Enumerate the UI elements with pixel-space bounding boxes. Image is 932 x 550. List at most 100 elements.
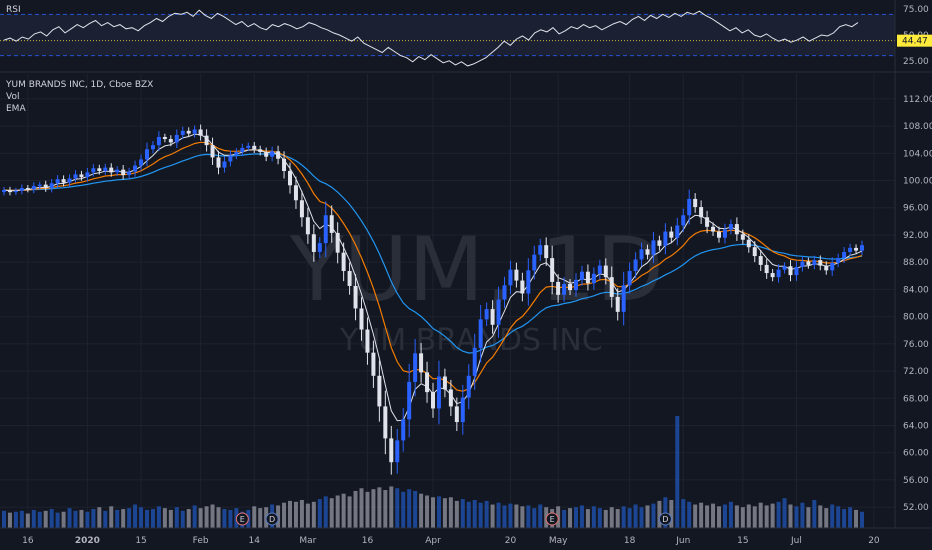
candle-body	[484, 309, 489, 320]
volume-bar	[579, 505, 584, 528]
price-tick-label: 68.00	[903, 394, 929, 404]
event-marker-earnings	[545, 512, 559, 526]
candle-body	[842, 251, 847, 259]
volume-bar	[228, 509, 233, 528]
vol-legend[interactable]: Vol	[6, 92, 19, 102]
rsi-band-fill	[0, 14, 895, 56]
candle-body	[365, 329, 370, 353]
candle-body	[508, 269, 513, 286]
candle-body	[293, 185, 298, 201]
volume-bar	[383, 490, 388, 528]
volume-bar	[377, 487, 382, 528]
candle-body	[31, 185, 36, 190]
volume-bar	[711, 503, 716, 528]
volume-bar	[305, 503, 310, 528]
candle-body	[43, 184, 48, 189]
volume-bar	[2, 510, 6, 528]
volume-bar	[25, 513, 30, 528]
volume-bar	[740, 507, 745, 528]
candle-body	[448, 389, 453, 407]
candle-body	[574, 279, 578, 291]
time-tick-label: 14	[249, 536, 261, 546]
candle-body	[472, 347, 477, 376]
volume-bar	[502, 505, 507, 528]
volume-bar	[574, 507, 578, 528]
volume-bar	[282, 502, 287, 528]
price-tick-label: 104.00	[903, 149, 932, 159]
candle-body	[67, 178, 72, 183]
volume-bar	[842, 509, 847, 528]
candle-body	[436, 376, 441, 409]
price-axis[interactable]: 112.00 108.00 104.00 100.00 96.00 92.00 88.00 8…	[903, 95, 932, 513]
candle-body	[127, 171, 132, 176]
volume-bar	[818, 505, 823, 528]
candle-body	[341, 252, 346, 272]
volume-bar	[705, 505, 710, 528]
volume-bar	[419, 493, 424, 528]
time-tick-label: Mar	[299, 536, 316, 546]
volume-bar	[836, 506, 841, 528]
volume-bar	[824, 508, 829, 528]
price-tick-label: 64.00	[903, 421, 929, 431]
candle-body	[311, 234, 316, 252]
candle-body	[585, 271, 590, 284]
rsi-pane[interactable]: RSI	[0, 5, 895, 67]
price-tick-label: 88.00	[903, 258, 929, 268]
symbol-legend[interactable]: YUM BRANDS INC, 1D, Cboe BZX	[5, 80, 153, 90]
volume-bar	[472, 500, 477, 528]
candle-body	[192, 129, 197, 134]
candle-body	[401, 419, 406, 441]
candle-body	[633, 259, 638, 272]
candle-body	[419, 353, 424, 373]
volume-bar	[97, 507, 102, 528]
candle-body	[431, 392, 435, 409]
time-tick-label: 15	[737, 536, 748, 546]
candle-body	[776, 269, 781, 278]
candle-body	[240, 147, 245, 152]
rsi-legend[interactable]: RSI	[6, 5, 21, 15]
volume-bar	[657, 500, 662, 528]
ema-legend[interactable]: EMA	[6, 104, 26, 114]
time-tick-label: Jul	[790, 536, 802, 546]
candle-body	[746, 239, 751, 248]
rsi-value-badge	[897, 34, 932, 47]
price-tick-label: 112.00	[903, 95, 932, 105]
candle-body	[103, 167, 108, 172]
event-marker-label: E	[240, 515, 245, 524]
candle-body	[186, 130, 191, 134]
volume-bar	[496, 502, 501, 528]
volume-bar	[782, 498, 787, 528]
candle-body	[669, 231, 674, 238]
volume-bar	[103, 510, 108, 528]
volume-bar	[67, 508, 72, 528]
volume-bar	[717, 506, 721, 528]
candle-body	[389, 438, 394, 463]
candle-body	[520, 280, 525, 294]
candle-body	[61, 179, 66, 183]
candle-body	[550, 258, 555, 282]
candle-body	[91, 168, 96, 173]
volume-bar	[681, 499, 686, 528]
volume-bar	[794, 506, 799, 528]
price-tick-label: 96.00	[903, 204, 929, 214]
time-axis[interactable]: 16 2020 15 Feb 14 Mar 16 Apr 20 May 18 Jun 15 Jul 20	[22, 536, 880, 546]
candle-body	[288, 171, 292, 186]
candle-body	[544, 245, 549, 259]
volume-bar	[639, 507, 644, 528]
volume-bar	[466, 501, 471, 528]
candle-body	[562, 283, 567, 295]
volume-bar	[252, 506, 257, 528]
candle-body	[276, 151, 281, 159]
volume-bar	[722, 504, 727, 528]
candle-body	[150, 145, 155, 150]
candle-body	[794, 266, 799, 276]
volume-bar	[31, 509, 36, 528]
candle-body	[615, 296, 620, 312]
candle-body	[788, 266, 793, 276]
candle-body	[377, 375, 382, 407]
volume-bar	[454, 500, 459, 528]
volume-bar	[621, 506, 626, 528]
